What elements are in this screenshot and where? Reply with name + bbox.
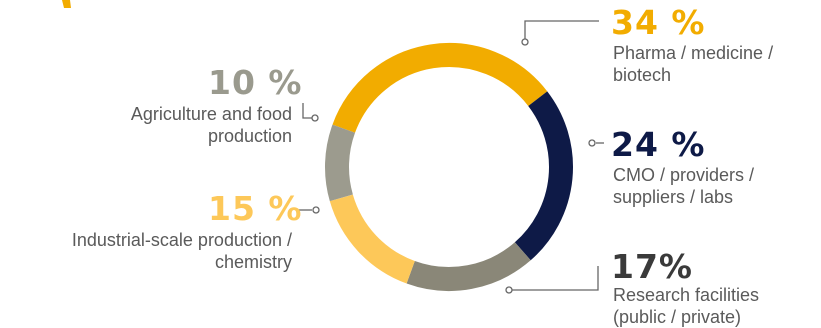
industrial-leader-dot — [312, 206, 320, 214]
cropped-title-fragment — [0, 0, 821, 14]
research-label: Research facilities (public / private) — [613, 285, 760, 327]
pharma-leader — [524, 20, 599, 39]
donut-slice-0 — [332, 42, 548, 134]
pharma-leader-dot — [521, 38, 529, 46]
cmo-label: CMO / providers / suppliers / labs — [613, 165, 755, 207]
research-percentage: 17% — [611, 247, 693, 286]
donut-slice-2 — [406, 242, 531, 291]
cmo-percentage: 24 % — [611, 125, 706, 164]
industrial-label: Industrial-scale production / chemistry — [71, 230, 292, 272]
research-leader-dot — [505, 286, 513, 294]
donut-slice-3 — [329, 194, 416, 284]
agriculture-leader-dot — [311, 114, 319, 122]
pharma-label: Pharma / medicine / biotech — [613, 43, 774, 85]
agriculture-percentage: 10 % — [208, 63, 303, 102]
agriculture-label: Agriculture and food production — [130, 104, 292, 146]
donut-slice-4 — [325, 124, 356, 202]
agriculture-leader — [302, 103, 312, 119]
pharma-percentage: 34 % — [611, 3, 706, 42]
cmo-leader-dot — [588, 139, 596, 147]
industrial-percentage: 15 % — [208, 189, 303, 228]
donut-slice-1 — [514, 91, 573, 261]
research-leader — [512, 266, 599, 291]
